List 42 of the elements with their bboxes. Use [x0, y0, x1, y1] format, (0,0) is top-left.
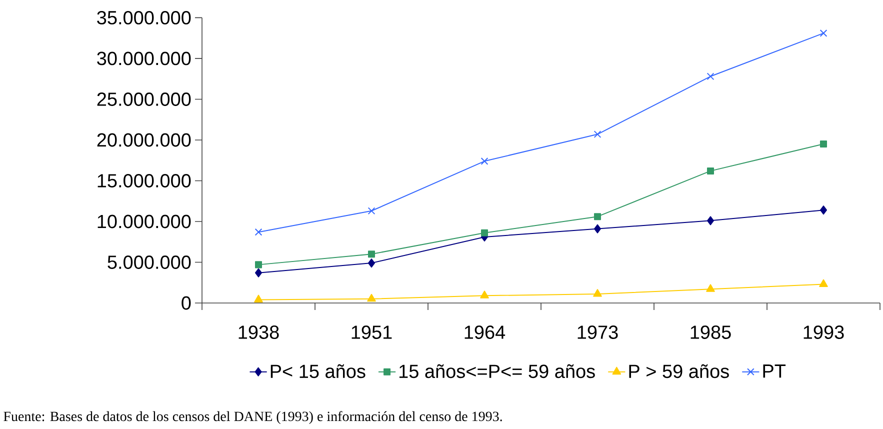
- legend-label: PT: [763, 364, 786, 378]
- point: [594, 130, 602, 138]
- y-tick-label: 10.000.000: [98, 214, 191, 228]
- point: [706, 72, 714, 80]
- point: [255, 261, 262, 268]
- point: [819, 279, 828, 287]
- point: [706, 284, 715, 292]
- point: [481, 229, 488, 236]
- legend-label: P > 59 años: [629, 364, 729, 378]
- y-tick-label: 30.000.000: [97, 52, 191, 66]
- point: [820, 140, 828, 148]
- point: [254, 294, 263, 302]
- point: [368, 250, 375, 258]
- point: [368, 207, 376, 215]
- source-note: Fuente: Bases de datos de los censos del DANE (1993) e información del censo de 1993.: [4, 411, 502, 424]
- legend-label: P< 15 años: [270, 364, 366, 378]
- y-tick-label: 35.000.000: [97, 10, 191, 24]
- point: [820, 206, 828, 215]
- y-tick-label: 25.000.000: [97, 92, 191, 106]
- point: [367, 294, 376, 302]
- y-tick-label: 15.000.000: [98, 174, 191, 188]
- point: [368, 258, 375, 268]
- point: [707, 216, 714, 226]
- x-tick-label: 1973: [578, 326, 618, 339]
- y-tick-label: 0: [182, 296, 191, 310]
- x-tick-label: 1964: [464, 326, 506, 339]
- point: [594, 213, 601, 220]
- point: [480, 157, 488, 165]
- point: [255, 268, 262, 278]
- point: [593, 289, 602, 297]
- legend-label: 15 años<=P<= 59 años: [400, 364, 595, 378]
- point: [820, 30, 828, 37]
- y-tick-label: 20.000.000: [97, 133, 191, 147]
- point: [254, 228, 262, 236]
- x-tick-label: 1938: [238, 326, 279, 339]
- point: [594, 224, 601, 234]
- point: [480, 290, 489, 298]
- x-tick-label: 1993: [804, 326, 844, 339]
- point: [707, 167, 714, 174]
- y-tick-label: 5.000.000: [108, 256, 191, 269]
- x-tick-label: 1951: [352, 326, 392, 339]
- x-tick-label: 1985: [690, 326, 731, 339]
